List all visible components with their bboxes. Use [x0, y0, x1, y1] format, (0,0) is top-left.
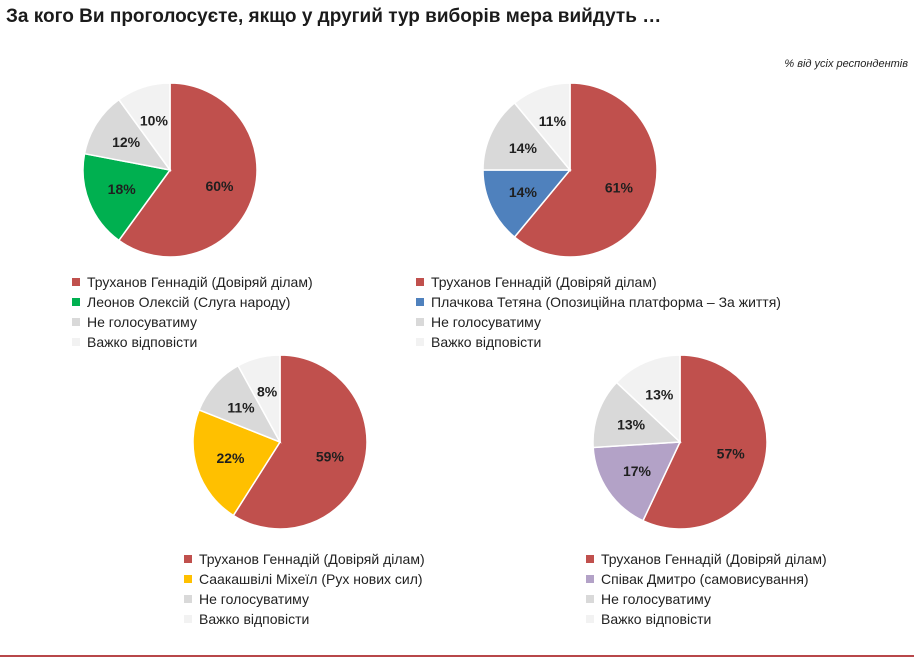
pie-data-label: 59%	[316, 449, 345, 465]
legend-label: Труханов Геннадій (Довіряй ділам)	[87, 274, 313, 290]
legend-swatch	[586, 615, 594, 623]
legend-item: Важко відповісти	[72, 332, 313, 352]
legend-swatch	[586, 595, 594, 603]
pie-data-label: 57%	[717, 445, 746, 461]
pie-data-label: 12%	[112, 134, 141, 150]
legend-item: Важко відповісти	[416, 332, 781, 352]
legend-item: Труханов Геннадій (Довіряй ділам)	[184, 549, 425, 569]
legend-label: Плачкова Тетяна (Опозиційна платформа – …	[431, 294, 781, 310]
pie-slice	[592, 441, 682, 522]
legend-item: Не голосуватиму	[416, 312, 781, 332]
pie-data-label: 60%	[205, 178, 234, 194]
pie-slice	[82, 152, 172, 242]
legend-item: Плачкова Тетяна (Опозиційна платформа – …	[416, 292, 781, 312]
legend-label: Не голосуватиму	[199, 591, 309, 607]
pie-chart-3: 59% 22% 11%8%	[192, 354, 368, 530]
legend-label: Не голосуватиму	[87, 314, 197, 330]
legend-chart-2: Труханов Геннадій (Довіряй ділам) Плачков…	[416, 272, 781, 352]
pie-slice	[482, 169, 572, 239]
pie-slice	[117, 82, 258, 258]
legend-swatch	[586, 575, 594, 583]
legend-label: Важко відповісти	[199, 611, 310, 627]
pie-slice	[117, 82, 171, 173]
chart-subtitle: % від усіх респондентів	[784, 58, 908, 70]
page-title: За кого Ви проголосуєте, якщо у другий т…	[6, 6, 662, 27]
pie-data-label: 14%	[509, 184, 538, 200]
pie-slice	[192, 408, 282, 517]
pie-data-label: 10%	[140, 113, 169, 129]
legend-item: Не голосуватиму	[586, 589, 827, 609]
pie-slice	[513, 82, 658, 258]
pie-data-label: 22%	[216, 450, 245, 466]
pie-slice	[482, 101, 572, 171]
pie-slice	[83, 98, 172, 172]
legend-chart-3: Труханов Геннадій (Довіряй ділам) Саакашв…	[184, 549, 425, 629]
legend-swatch	[416, 278, 424, 286]
pie-data-label: 14%	[509, 140, 538, 156]
pie-data-label: 11%	[539, 113, 567, 129]
legend-item: Леонов Олексій (Слуга народу)	[72, 292, 313, 312]
pie-slice	[232, 354, 368, 530]
legend-swatch	[184, 555, 192, 563]
legend-item: Саакашвілі Міхеїл (Рух нових сил)	[184, 569, 425, 589]
pie-slice	[641, 354, 768, 530]
legend-swatch	[72, 338, 80, 346]
pie-data-label: 17%	[623, 463, 652, 479]
pie-chart-4: 57% 17% 13% 13%	[592, 354, 768, 530]
legend-label: Важко відповісти	[601, 611, 712, 627]
legend-swatch	[72, 278, 80, 286]
legend-label: Леонов Олексій (Слуга народу)	[87, 294, 291, 310]
legend-swatch	[184, 595, 192, 603]
pie-chart-1: 60% 18% 12% 10%	[82, 82, 258, 258]
legend-item: Співак Дмитро (самовисування)	[586, 569, 827, 589]
pie-chart-2: 61%14%14%11%	[482, 82, 658, 258]
legend-chart-4: Труханов Геннадій (Довіряй ділам) Співак …	[586, 549, 827, 629]
bottom-divider	[0, 655, 914, 657]
pie-slice	[615, 354, 681, 444]
legend-swatch	[416, 318, 424, 326]
legend-item: Труханов Геннадій (Довіряй ділам)	[416, 272, 781, 292]
legend-swatch	[416, 338, 424, 346]
legend-item: Не голосуватиму	[72, 312, 313, 332]
pie-data-label: 13%	[645, 386, 674, 402]
legend-label: Труханов Геннадій (Довіряй ділам)	[199, 551, 425, 567]
pie-data-label: 13%	[617, 416, 646, 432]
legend-label: Саакашвілі Міхеїл (Рух нових сил)	[199, 571, 423, 587]
legend-swatch	[184, 615, 192, 623]
pie-slice	[237, 354, 281, 443]
legend-item: Труханов Геннадій (Довіряй ділам)	[72, 272, 313, 292]
legend-item: Труханов Геннадій (Довіряй ділам)	[586, 549, 827, 569]
legend-swatch	[586, 555, 594, 563]
legend-swatch	[184, 575, 192, 583]
pie-slice	[592, 381, 682, 449]
legend-label: Співак Дмитро (самовисування)	[601, 571, 809, 587]
legend-swatch	[72, 318, 80, 326]
legend-swatch	[72, 298, 80, 306]
pie-slice	[513, 82, 571, 173]
legend-label: Не голосуватиму	[601, 591, 711, 607]
legend-item: Не голосуватиму	[184, 589, 425, 609]
legend-label: Важко відповісти	[431, 334, 542, 350]
legend-swatch	[416, 298, 424, 306]
legend-label: Труханов Геннадій (Довіряй ділам)	[601, 551, 827, 567]
pie-data-label: 61%	[605, 180, 634, 196]
pie-data-label: 11%	[227, 400, 255, 416]
legend-label: Не голосуватиму	[431, 314, 541, 330]
legend-chart-1: Труханов Геннадій (Довіряй ділам) Леонов …	[72, 272, 313, 352]
legend-item: Важко відповісти	[586, 609, 827, 629]
legend-label: Труханов Геннадій (Довіряй ділам)	[431, 274, 657, 290]
pie-data-label: 8%	[257, 384, 278, 400]
legend-item: Важко відповісти	[184, 609, 425, 629]
pie-data-label: 18%	[108, 181, 137, 197]
legend-label: Важко відповісти	[87, 334, 198, 350]
